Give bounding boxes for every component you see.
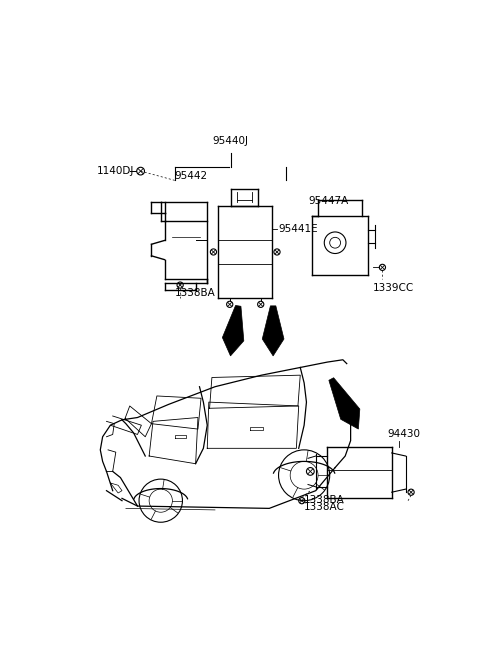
Text: 95447A: 95447A (308, 195, 348, 206)
Text: 1140DJ: 1140DJ (97, 166, 134, 176)
Text: 1338BA: 1338BA (304, 495, 345, 504)
Text: 1339CC: 1339CC (372, 283, 414, 293)
Text: 94430: 94430 (388, 429, 421, 439)
Text: 1338BA: 1338BA (175, 288, 216, 298)
Text: 95441E: 95441E (278, 224, 318, 234)
Text: 95442: 95442 (175, 171, 208, 181)
Polygon shape (262, 306, 284, 356)
Polygon shape (222, 306, 244, 356)
Polygon shape (329, 378, 360, 429)
Text: 1338AC: 1338AC (304, 502, 345, 512)
Text: 95440J: 95440J (213, 136, 249, 146)
